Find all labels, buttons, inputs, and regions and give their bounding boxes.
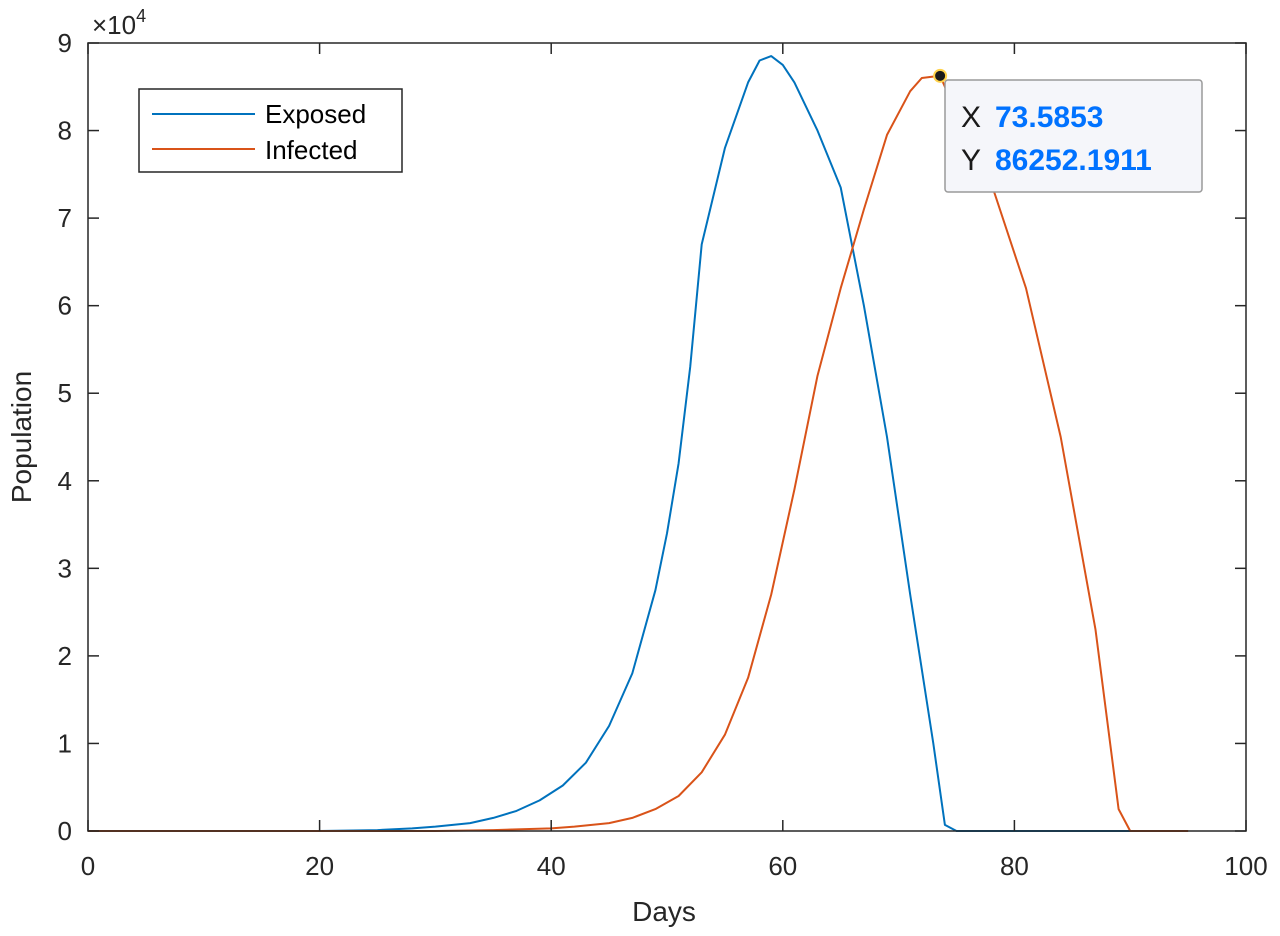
x-tick-label-100: 100 [1224, 851, 1267, 881]
x-tick-label-80: 80 [1000, 851, 1029, 881]
y-exponent-label: ×104 [92, 6, 146, 40]
legend-label-infected: Infected [265, 135, 358, 165]
y-tick-label-4: 4 [58, 466, 72, 496]
y-tick-label-2: 2 [58, 641, 72, 671]
datatip-x-key: X [961, 101, 981, 134]
datatip-y-key: Y [961, 144, 981, 177]
datatip-marker [933, 68, 948, 83]
x-tick-label-40: 40 [537, 851, 566, 881]
x-axis-title: Days [632, 896, 696, 927]
series-line-infected[interactable] [88, 74, 1189, 832]
x-tick-labels: 0 20 40 60 80 100 [81, 851, 1268, 881]
y-axis-title: Population [6, 371, 37, 503]
x-tick-label-60: 60 [768, 851, 797, 881]
y-tick-label-0: 0 [58, 816, 72, 846]
series-line-exposed[interactable] [88, 55, 1189, 832]
y-tick-label-6: 6 [58, 291, 72, 321]
y-tick-label-7: 7 [58, 203, 72, 233]
y-tick-label-9: 9 [58, 28, 72, 58]
x-tick-label-20: 20 [305, 851, 334, 881]
y-tick-label-8: 8 [58, 116, 72, 146]
datatip[interactable]: X 73.5853 Y 86252.1911 [933, 68, 1203, 193]
x-tick-label-0: 0 [81, 851, 95, 881]
series-layer [88, 55, 1189, 832]
legend-label-exposed: Exposed [265, 99, 366, 129]
y-tick-label-1: 1 [58, 728, 72, 758]
plot-axes-box [87, 42, 1247, 832]
y-tick-label-3: 3 [58, 553, 72, 583]
datatip-x-value: 73.5853 [995, 101, 1103, 134]
legend-box [138, 88, 403, 173]
y-tick-label-5: 5 [58, 378, 72, 408]
datatip-box [944, 79, 1203, 193]
datatip-y-value: 86252.1911 [995, 144, 1152, 177]
legend[interactable]: Exposed Infected [138, 88, 403, 173]
y-tick-labels: 0 1 2 3 4 5 6 7 8 9 [58, 28, 72, 846]
